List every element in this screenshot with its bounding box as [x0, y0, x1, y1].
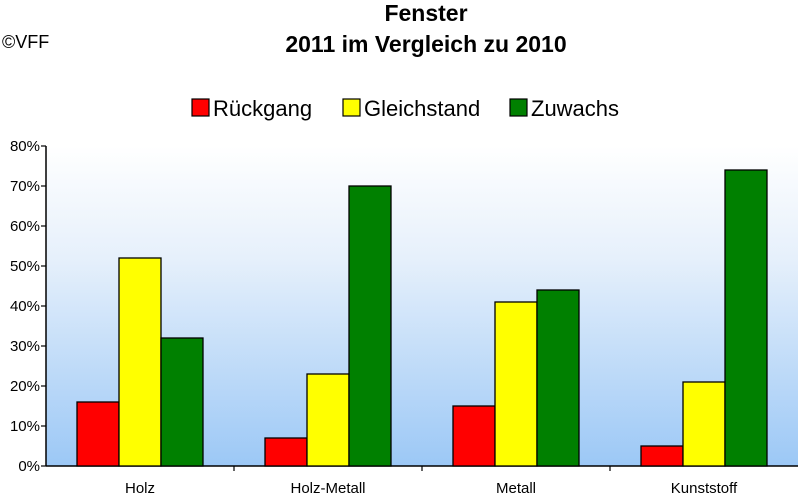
legend: Rückgang Gleichstand Zuwachs [191, 96, 619, 121]
x-tick-label: Kunststoff [671, 480, 738, 494]
y-tick-label: 40% [10, 298, 40, 315]
x-tick-label: Holz-Metall [290, 480, 365, 494]
x-axis: Holz Holz-Metall Metall Kunststoff [125, 466, 738, 494]
y-tick-label: 20% [10, 378, 40, 395]
y-tick-label: 0% [18, 458, 40, 475]
y-tick-label: 30% [10, 338, 40, 355]
bar-gleichstand-holz [118, 257, 162, 467]
chart-subtitle: 2011 im Vergleich zu 2010 [285, 31, 566, 57]
bar-gleichstand-kunststoff [682, 381, 726, 467]
chart-title: Fenster [384, 0, 467, 26]
bars [76, 169, 768, 467]
bar-rückgang-kunststoff [640, 445, 684, 467]
y-tick-label: 80% [10, 138, 40, 155]
bar-rückgang-holz [76, 401, 120, 467]
bar-gleichstand-metall [494, 301, 538, 467]
bar-zuwachs-metall [536, 289, 580, 467]
legend-label: Zuwachs [531, 96, 619, 121]
y-tick-label: 50% [10, 258, 40, 275]
y-tick-label: 70% [10, 178, 40, 195]
bar-zuwachs-holz [160, 337, 204, 467]
y-tick-label: 10% [10, 418, 40, 435]
x-tick-label: Holz [125, 480, 155, 494]
bar-rückgang-metall [452, 405, 496, 467]
legend-label: Rückgang [213, 96, 312, 121]
copyright-label: ©VFF [2, 32, 49, 52]
bar-zuwachs-kunststoff [724, 169, 768, 467]
legend-swatch [342, 98, 361, 117]
legend-swatch [509, 98, 528, 117]
y-tick-label: 60% [10, 218, 40, 235]
y-axis: 0% 10% 20% 30% 40% 50% 60% 70% 80% [10, 138, 46, 475]
bar-gleichstand-holz-metall [306, 373, 350, 467]
bar-zuwachs-holz-metall [348, 185, 392, 467]
legend-label: Gleichstand [364, 96, 480, 121]
x-tick-label: Metall [496, 480, 536, 494]
legend-swatch [191, 98, 210, 117]
bar-rückgang-holz-metall [264, 437, 308, 467]
